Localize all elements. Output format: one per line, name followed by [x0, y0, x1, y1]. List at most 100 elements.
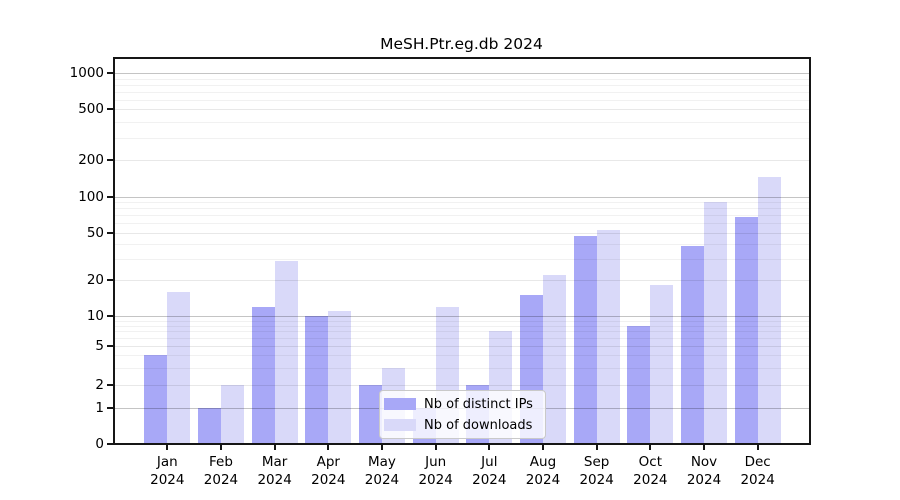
y-tick-mark-1 — [107, 407, 114, 409]
x-tick-mark-aug — [541, 444, 544, 450]
x-tick-mark-mar — [273, 444, 276, 450]
legend-label-distinct-ips: Nb of distinct IPs — [424, 396, 533, 412]
y-tick-mark-5 — [107, 344, 114, 347]
y-tick-label-10: 10 — [86, 308, 104, 324]
bar-apr-distinct-ips — [305, 316, 329, 444]
bar-oct-downloads — [650, 285, 674, 444]
x-tick-label-apr: Apr 2024 — [283, 453, 373, 489]
bar-nov-downloads — [704, 202, 727, 444]
month-label: Nov — [690, 454, 718, 470]
x-tick-label-sep: Sep 2024 — [552, 453, 642, 489]
y-tick-label-100: 100 — [78, 189, 104, 205]
legend: Nb of distinct IPs Nb of downloads — [379, 390, 546, 439]
month-label: May — [368, 454, 396, 470]
bar-sep-distinct-ips — [573, 235, 597, 444]
x-tick-mark-may — [380, 444, 383, 450]
y-tick-label-200: 200 — [78, 152, 104, 168]
x-tick-label-jun: Jun 2024 — [391, 453, 481, 489]
bar-nov-distinct-ips — [681, 245, 704, 444]
plot-area — [114, 58, 809, 444]
x-tick-label-feb: Feb 2024 — [176, 453, 266, 489]
year-label: 2024 — [525, 472, 561, 488]
x-tick-label-jan: Jan 2024 — [122, 453, 212, 489]
gridline-400 — [114, 121, 809, 123]
gridline-1000 — [114, 73, 809, 74]
month-label: Sep — [583, 454, 610, 470]
bar-mar-distinct-ips — [251, 306, 275, 444]
year-label: 2024 — [472, 472, 507, 488]
month-label: Apr — [316, 454, 340, 470]
gridline-300 — [114, 137, 809, 139]
x-tick-label-nov: Nov 2024 — [659, 453, 749, 489]
gridline-500 — [114, 109, 809, 111]
y-tick-label-2: 2 — [95, 377, 104, 394]
bar-may-distinct-ips — [358, 385, 382, 444]
year-label: 2024 — [364, 472, 400, 488]
x-tick-mark-apr — [327, 444, 330, 450]
y-tick-mark-2 — [107, 384, 114, 387]
month-label: Jul — [481, 454, 498, 470]
bar-mar-downloads — [274, 260, 298, 444]
x-tick-label-aug: Aug 2024 — [498, 453, 588, 489]
month-label: Jun — [425, 454, 447, 470]
year-label: 2024 — [257, 472, 292, 488]
bar-jan-distinct-ips — [144, 355, 168, 444]
y-tick-mark-1000 — [107, 72, 114, 74]
gridline-200 — [114, 160, 809, 161]
x-tick-label-mar: Mar 2024 — [230, 453, 320, 489]
y-tick-mark-500 — [107, 108, 114, 111]
year-label: 2024 — [740, 472, 775, 488]
month-label: Mar — [261, 454, 288, 470]
x-tick-mark-jan — [166, 444, 169, 450]
y-tick-label-50: 50 — [86, 224, 104, 241]
gridline-700 — [114, 91, 809, 93]
x-tick-mark-oct — [649, 444, 652, 450]
month-label: Dec — [744, 454, 771, 470]
x-tick-label-dec: Dec 2024 — [713, 453, 803, 489]
x-tick-mark-sep — [595, 444, 598, 450]
year-label: 2024 — [633, 472, 668, 488]
bar-feb-downloads — [220, 385, 244, 444]
bar-sep-downloads — [596, 229, 620, 444]
year-label: 2024 — [418, 472, 453, 488]
x-tick-label-may: May 2024 — [337, 453, 427, 489]
month-label: Oct — [638, 454, 662, 470]
x-tick-mark-jun — [434, 444, 437, 450]
bar-dec-distinct-ips — [734, 216, 758, 444]
y-tick-label-0: 0 — [95, 436, 104, 452]
bar-jan-downloads — [167, 291, 191, 444]
month-label: Jan — [156, 454, 178, 470]
y-tick-label-20: 20 — [86, 272, 104, 288]
gridline-100 — [114, 197, 809, 198]
x-tick-mark-jul — [488, 444, 491, 450]
x-tick-label-oct: Oct 2024 — [605, 453, 695, 489]
month-label: Feb — [209, 454, 233, 470]
y-tick-label-1000: 1000 — [69, 65, 104, 81]
y-tick-mark-0 — [107, 443, 114, 445]
x-tick-mark-dec — [756, 444, 759, 450]
legend-swatch-downloads — [384, 419, 416, 431]
bar-feb-distinct-ips — [197, 408, 221, 444]
gridline-800 — [114, 84, 809, 86]
x-tick-label-jul: Jul 2024 — [444, 453, 534, 489]
year-label: 2024 — [203, 472, 239, 488]
gridline-900 — [114, 78, 809, 80]
year-label: 2024 — [311, 472, 346, 488]
legend-row-distinct-ips: Nb of distinct IPs — [384, 395, 541, 414]
bar-dec-downloads — [757, 177, 781, 444]
y-tick-label-500: 500 — [78, 101, 104, 118]
year-label: 2024 — [579, 472, 614, 488]
legend-label-downloads: Nb of downloads — [424, 417, 533, 433]
y-tick-mark-100 — [107, 196, 114, 198]
x-tick-mark-nov — [703, 444, 705, 450]
y-tick-label-1: 1 — [95, 400, 104, 416]
year-label: 2024 — [150, 472, 185, 488]
y-tick-mark-50 — [107, 231, 114, 234]
legend-row-downloads: Nb of downloads — [384, 416, 541, 435]
bar-aug-downloads — [542, 275, 566, 444]
bar-apr-downloads — [328, 311, 352, 444]
bar-oct-distinct-ips — [627, 325, 651, 444]
y-tick-mark-200 — [107, 159, 114, 161]
year-label: 2024 — [686, 472, 722, 488]
